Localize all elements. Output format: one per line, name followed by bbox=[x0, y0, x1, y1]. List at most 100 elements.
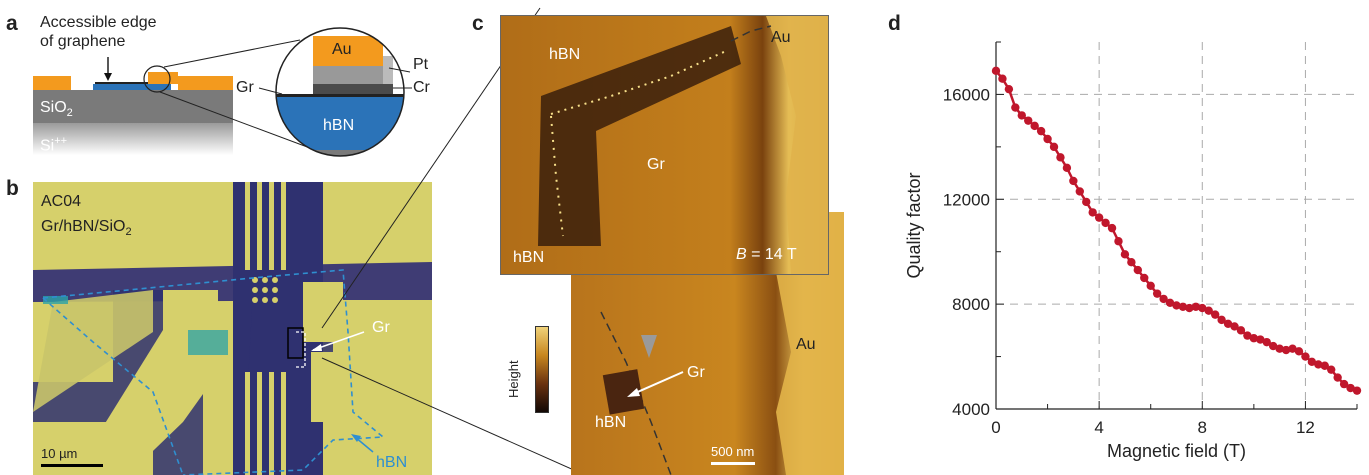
y-tick-label: 12000 bbox=[943, 190, 990, 209]
data-point bbox=[1172, 301, 1181, 310]
data-point bbox=[1333, 373, 1342, 382]
edge-contact bbox=[148, 72, 178, 84]
data-point bbox=[1210, 310, 1220, 319]
data-point bbox=[1082, 197, 1091, 207]
data-point bbox=[1236, 326, 1246, 335]
panel-label-b: b bbox=[6, 177, 19, 200]
pt-leader bbox=[388, 67, 411, 73]
data-point bbox=[1230, 322, 1239, 331]
edge-label-line2: of graphene bbox=[40, 33, 126, 50]
gr-leader bbox=[258, 87, 283, 95]
afm-image-top: hBN Au Gr hBN B = 14 T bbox=[500, 15, 829, 275]
data-point bbox=[1036, 126, 1046, 136]
data-point bbox=[1120, 250, 1130, 259]
data-point bbox=[1094, 213, 1104, 222]
data-point bbox=[1256, 335, 1265, 344]
gr-label-top: Gr bbox=[647, 156, 665, 173]
data-point bbox=[1268, 341, 1278, 351]
data-point bbox=[1281, 345, 1291, 355]
graphene-outline bbox=[295, 331, 306, 368]
y-tick-label: 4000 bbox=[952, 400, 990, 419]
data-point bbox=[1152, 289, 1162, 298]
sio2-label: SiO2 bbox=[40, 99, 73, 120]
hbn-label-b: hBN bbox=[376, 454, 408, 471]
hbn-flake bbox=[93, 84, 171, 90]
panel-label-a: a bbox=[6, 12, 18, 35]
data-point bbox=[1011, 103, 1020, 112]
data-point bbox=[1146, 281, 1155, 290]
data-point bbox=[1217, 315, 1226, 325]
data-point bbox=[1062, 163, 1072, 173]
data-point bbox=[1243, 331, 1252, 340]
data-point bbox=[1043, 134, 1052, 144]
data-point bbox=[1017, 111, 1026, 120]
data-point bbox=[1275, 344, 1284, 353]
data-point bbox=[1191, 302, 1201, 311]
data-point bbox=[1352, 386, 1362, 395]
data-point bbox=[1114, 237, 1123, 246]
hbn-label-bottom: hBN bbox=[595, 414, 627, 431]
data-point bbox=[1314, 360, 1323, 369]
hbn-outline bbox=[42, 269, 386, 475]
data-point bbox=[1004, 84, 1014, 94]
data-point bbox=[1127, 258, 1136, 267]
optical-micrograph bbox=[33, 182, 432, 475]
zoom-circle-small bbox=[143, 65, 171, 93]
device-cross-section bbox=[33, 27, 412, 157]
gr-arrow-c bbox=[632, 371, 684, 395]
scalebar-c-label: 500 nm bbox=[711, 444, 755, 459]
data-point bbox=[1320, 361, 1329, 370]
data-point bbox=[1223, 319, 1233, 329]
x-tick-label: 12 bbox=[1296, 418, 1315, 437]
data-point bbox=[1140, 273, 1149, 283]
data-point bbox=[1301, 352, 1310, 361]
data-point bbox=[1178, 302, 1188, 311]
scalebar-c bbox=[711, 462, 755, 465]
data-point bbox=[1159, 294, 1168, 304]
data-point bbox=[1307, 357, 1317, 367]
series-line bbox=[995, 70, 1358, 392]
scalebar-b bbox=[41, 464, 103, 467]
hbn-label-top1: hBN bbox=[549, 46, 581, 63]
afm-scan-patch bbox=[602, 369, 645, 415]
data-point bbox=[1204, 306, 1213, 315]
data-point bbox=[1133, 265, 1143, 275]
colorbar-label: Height bbox=[506, 360, 521, 398]
inset-pt-label: Pt bbox=[413, 56, 429, 73]
x-tick-label: 4 bbox=[1094, 418, 1103, 437]
data-point bbox=[1346, 383, 1355, 393]
panel-a: Accessible edge of graphene SiO2 Si++ Au… bbox=[0, 0, 470, 175]
data-point bbox=[1262, 337, 1271, 347]
afm-scan-strip bbox=[538, 26, 741, 246]
si-layer bbox=[33, 123, 233, 155]
zoom-line-top bbox=[163, 39, 301, 68]
graphene-layer bbox=[95, 82, 169, 84]
data-point bbox=[1030, 121, 1039, 131]
right-contact bbox=[178, 76, 233, 90]
gr-label-bottom: Gr bbox=[687, 364, 705, 381]
hbn-label-top2: hBN bbox=[513, 249, 545, 266]
height-colorbar bbox=[535, 326, 549, 413]
stack-label: Gr/hBN/SiO2 bbox=[41, 218, 132, 239]
data-point bbox=[1107, 223, 1117, 233]
data-point bbox=[1101, 218, 1110, 228]
gr-marker-triangle bbox=[641, 335, 657, 358]
panel-b-micrograph: AC04 Gr/hBN/SiO2 Gr hBN 10 µm bbox=[33, 182, 432, 475]
gr-arrow bbox=[312, 331, 365, 351]
y-axis-label: Quality factor bbox=[904, 172, 924, 278]
data-point bbox=[1069, 176, 1078, 186]
zoom-box bbox=[287, 327, 304, 359]
data-point bbox=[1075, 187, 1085, 196]
edge-label-line1: Accessible edge bbox=[40, 14, 157, 31]
data-point bbox=[1049, 142, 1059, 152]
panel-label-c: c bbox=[472, 12, 484, 35]
x-tick-label: 0 bbox=[991, 418, 1000, 437]
panel-label-d: d bbox=[888, 12, 901, 35]
field-label: B = 14 T bbox=[736, 246, 797, 263]
gr-label-b: Gr bbox=[372, 319, 390, 336]
data-point bbox=[1165, 298, 1175, 308]
left-contact bbox=[33, 76, 71, 90]
inset-gr-label: Gr bbox=[236, 79, 254, 96]
x-tick-label: 8 bbox=[1198, 418, 1207, 437]
data-point bbox=[1339, 379, 1349, 389]
